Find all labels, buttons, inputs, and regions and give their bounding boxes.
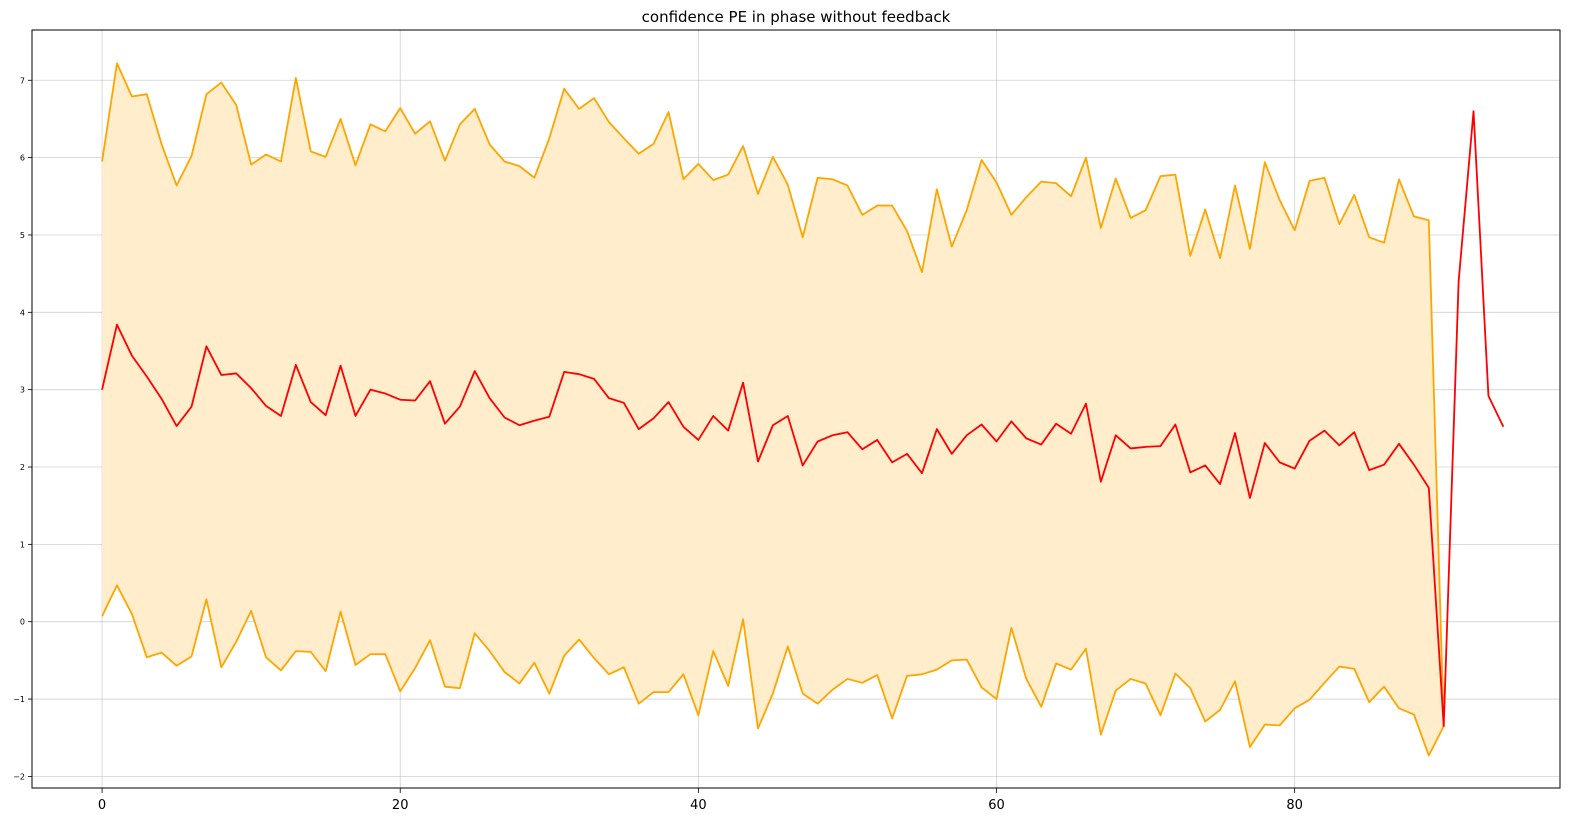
chart-title: confidence PE in phase without feedback	[642, 8, 951, 26]
y-tick-label: −1	[13, 695, 25, 704]
mean-line	[101, 110, 1505, 728]
y-tick-label: 2	[20, 463, 25, 472]
x-tick-label: 20	[392, 798, 409, 813]
x-tick-label: 80	[1286, 798, 1303, 813]
upper-bound-line	[101, 62, 1445, 727]
y-tick-label: 1	[20, 540, 25, 549]
confidence-band-layer	[102, 63, 1444, 756]
axis-layer: 0 20 40 60 80 −2 −1 0 1 2 3 4 5 6 7	[13, 76, 1303, 813]
y-tick-label: 0	[20, 618, 25, 627]
x-tick-label: 40	[690, 798, 707, 813]
x-tick-label: 0	[98, 798, 106, 813]
lower-bound-line	[101, 584, 1445, 757]
y-tick-label: 7	[20, 76, 25, 85]
x-tick-label: 60	[988, 798, 1005, 813]
confidence-band-fill	[102, 63, 1444, 756]
plot-frame	[31, 29, 1561, 789]
y-tick-label: 5	[20, 231, 25, 240]
y-tick-label: 3	[20, 386, 25, 395]
y-tick-label: 4	[20, 308, 25, 317]
y-tick-label: 6	[20, 154, 25, 163]
y-tick-label: −2	[13, 772, 25, 781]
series-layer	[101, 62, 1505, 757]
